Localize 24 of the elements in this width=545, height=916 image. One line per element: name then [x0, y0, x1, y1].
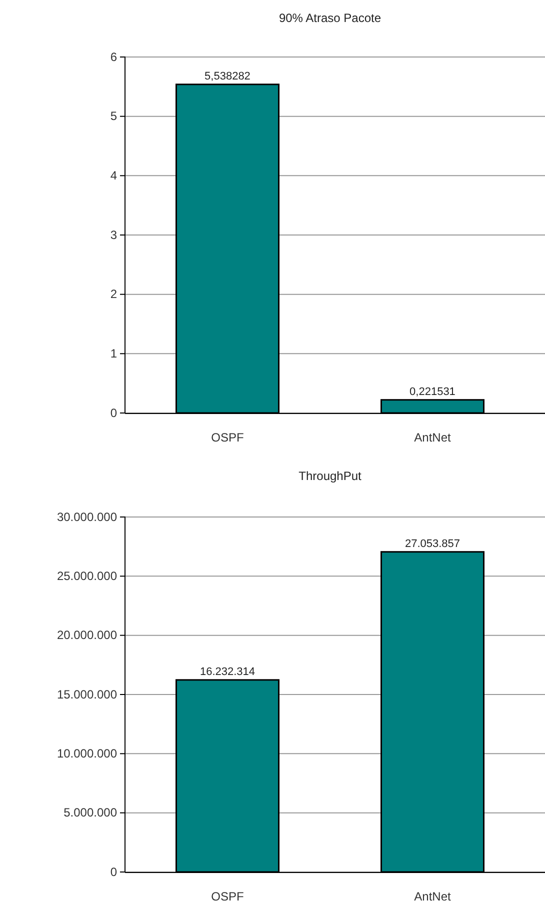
y-tick-label: 30.000.000	[56, 510, 118, 524]
x-tick-label: AntNet	[414, 430, 452, 445]
data-label: 0,221531	[410, 386, 456, 398]
data-label: 27.053.857	[404, 538, 460, 550]
y-tick-label: 20.000.000	[56, 628, 118, 642]
y-tick-label: 4	[110, 168, 118, 183]
y-tick-label: 5	[110, 109, 118, 124]
data-label: 5,538282	[204, 70, 250, 82]
data-label: 16.232.314	[200, 666, 256, 678]
x-tick-label: OSPF	[211, 430, 244, 445]
y-tick-label: 25.000.000	[56, 569, 118, 584]
y-tick-label: 2	[110, 287, 118, 302]
y-tick-label: 1	[110, 346, 118, 361]
y-tick-label: 0	[110, 406, 118, 420]
x-tick-label: AntNet	[414, 890, 452, 904]
y-tick-label: 3	[110, 228, 118, 242]
y-tick-label: 15.000.000	[56, 687, 118, 702]
y-tick-label: 6	[110, 50, 118, 64]
chart-title: ThroughPut	[298, 469, 362, 483]
y-tick-label: 10.000.000	[56, 746, 118, 761]
chart-title: 90% Atraso Pacote	[278, 11, 382, 25]
y-tick-label: 5.000.000	[64, 806, 118, 820]
x-tick-label: OSPF	[211, 890, 244, 904]
y-tick-label: 0	[110, 864, 118, 879]
